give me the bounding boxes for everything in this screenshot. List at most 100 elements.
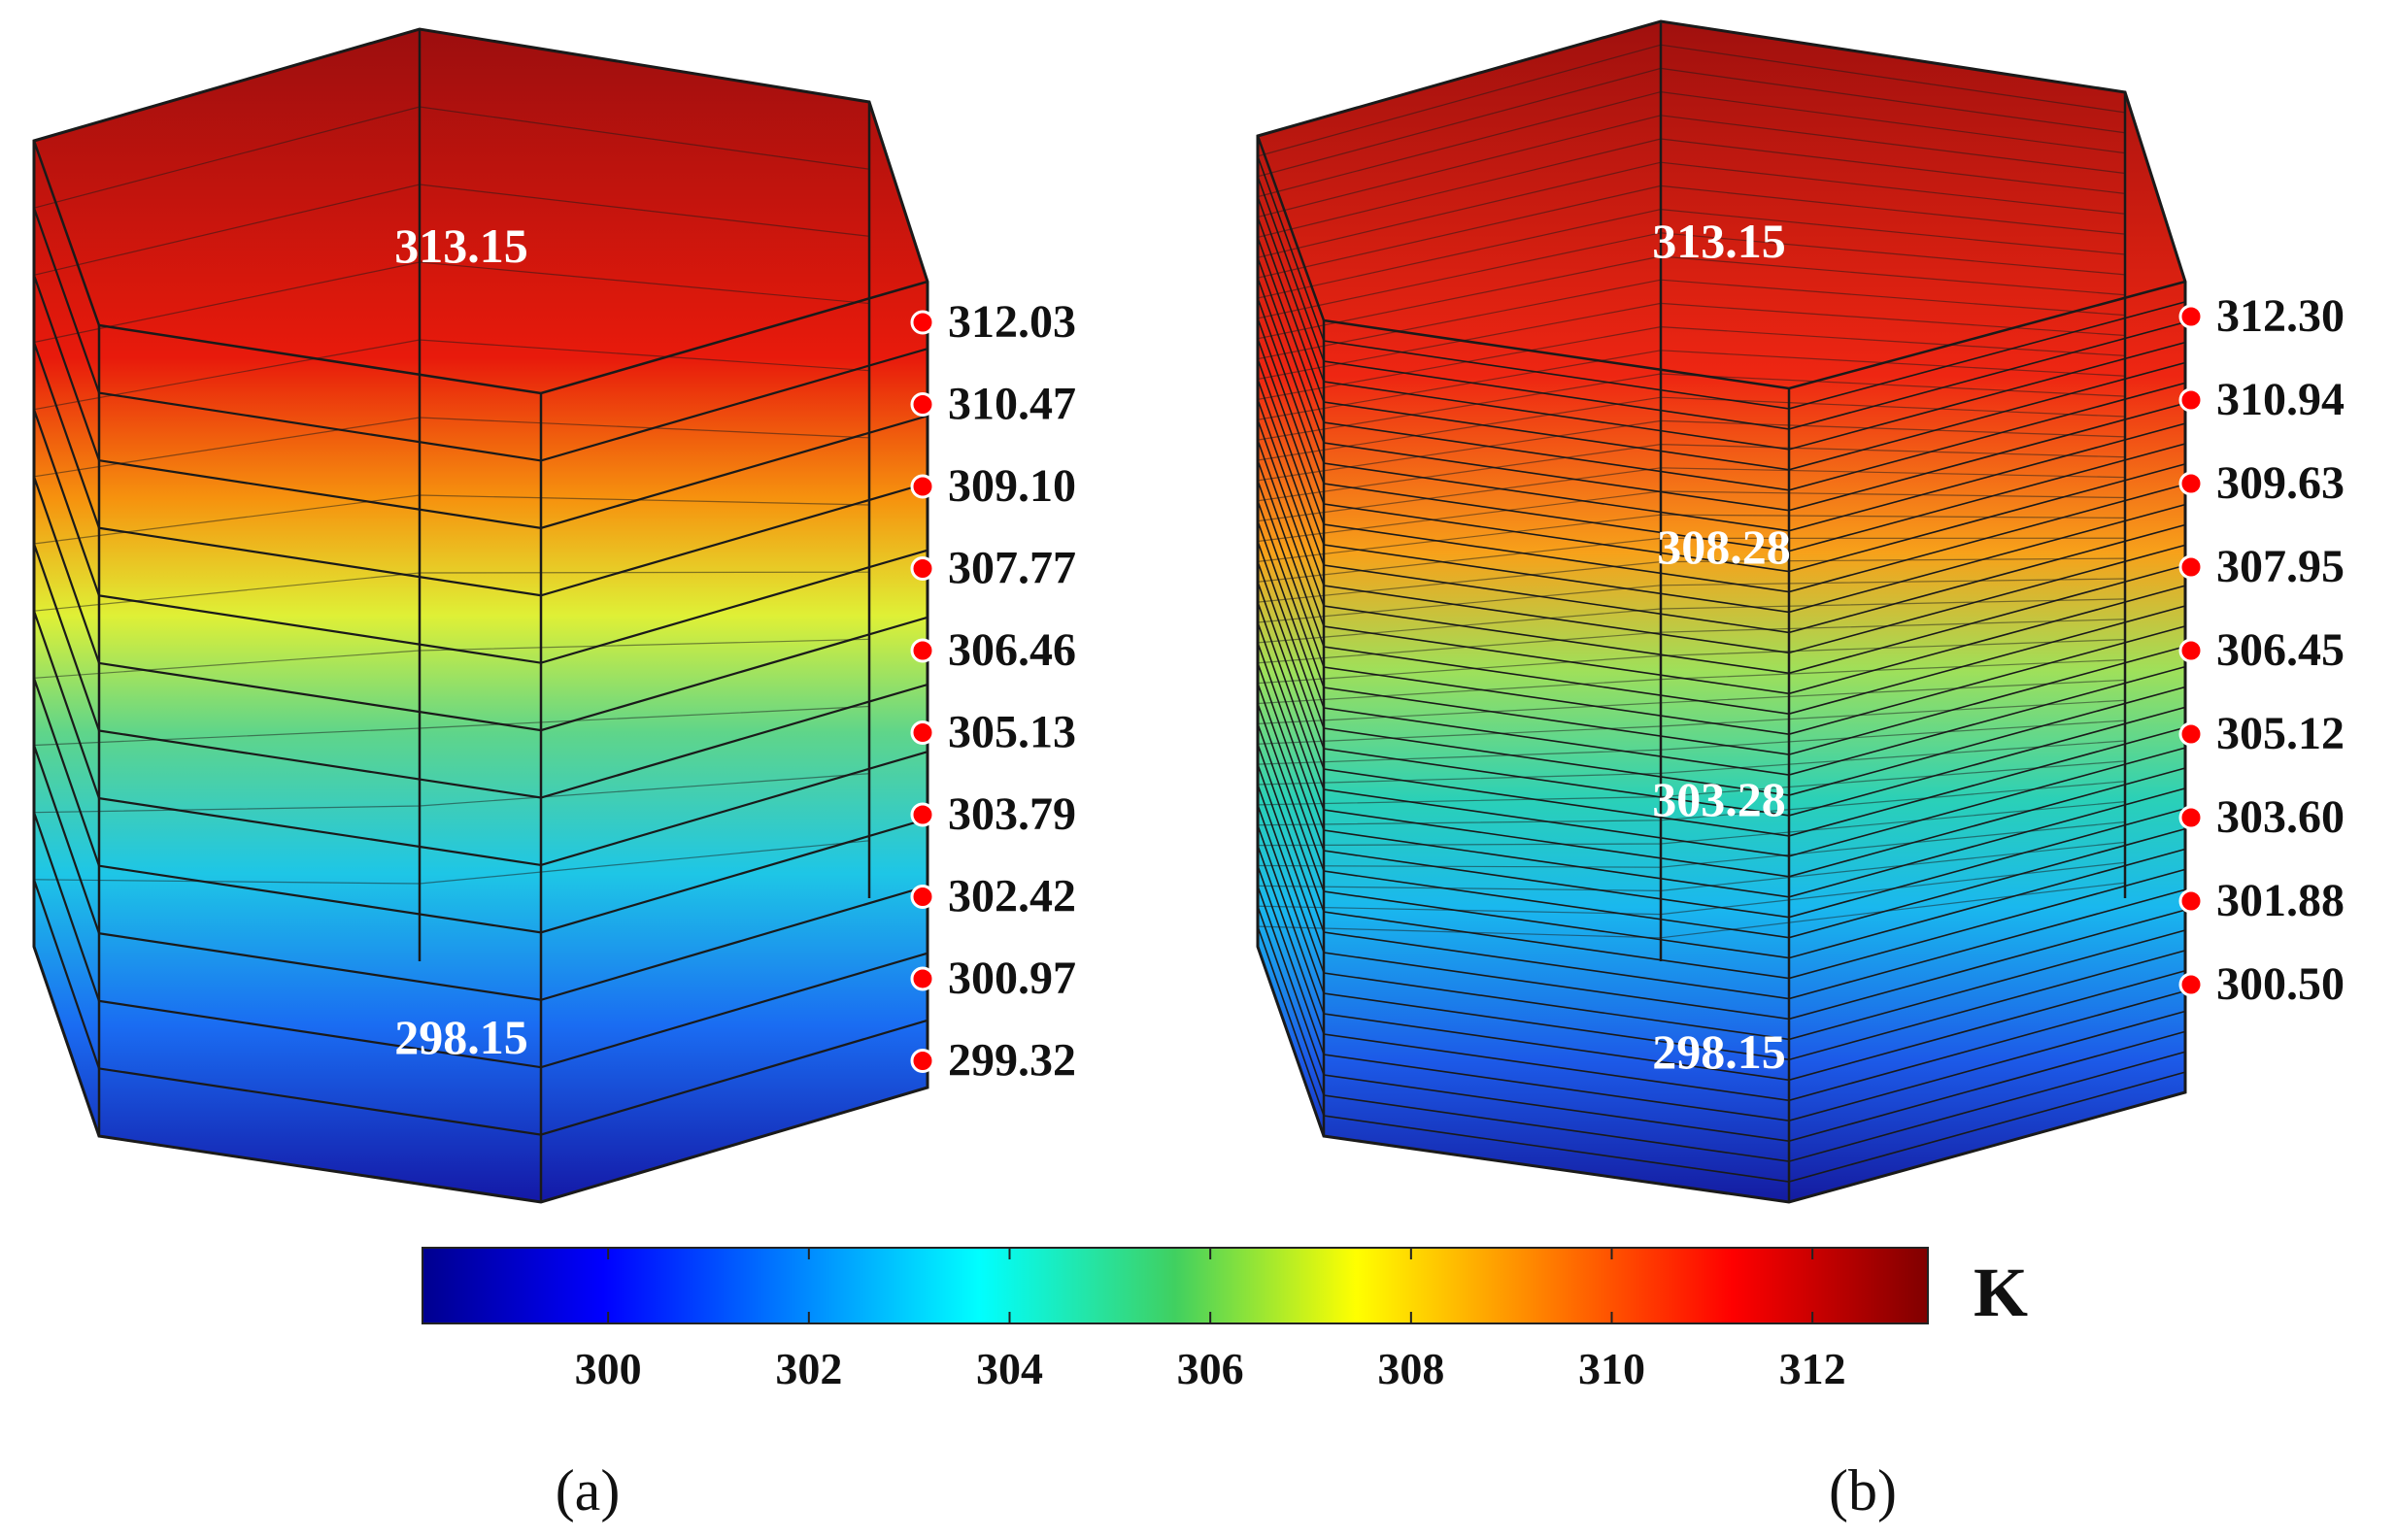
colorbar: 300 302 304 306 308 310 312 K <box>422 1247 2028 1393</box>
layer-line <box>1257 662 2186 919</box>
panel-a-probe-marker <box>910 392 935 417</box>
panel-b-probe-label: 305.12 <box>2216 708 2345 759</box>
layer-line <box>1257 277 2186 532</box>
layer-line <box>1257 784 2186 1041</box>
prism-b-edges <box>1256 21 2186 1202</box>
prism-b-body <box>1256 19 2187 1204</box>
layer-line <box>1257 581 2186 837</box>
layer-line <box>32 543 928 799</box>
panel-b-probe-marker <box>2178 721 2204 747</box>
colorbar-tick-label: 312 <box>1779 1344 1846 1393</box>
panel-b-caption: (b) <box>1829 1458 1897 1523</box>
prism-a-body <box>32 27 929 1204</box>
layer-line <box>1257 703 2186 959</box>
layer-line <box>1257 845 2186 1102</box>
panel-a-probe-label: 303.79 <box>948 788 1076 840</box>
panel-a-probe-label: 299.32 <box>948 1035 1076 1087</box>
layer-line <box>1257 541 2186 796</box>
layer-line <box>1257 723 2186 980</box>
layer-line <box>1257 601 2186 857</box>
panel-a-probe-marker <box>910 638 935 663</box>
layer-line <box>1257 886 2186 1142</box>
layer-line <box>1257 804 2186 1061</box>
panel-a-probe-marker <box>910 310 935 335</box>
layer-line <box>1257 256 2186 512</box>
layer-line <box>1257 621 2186 878</box>
panel-a-probe-label: 307.77 <box>948 543 1076 594</box>
panel-b-probe-marker <box>2178 554 2204 580</box>
panel-b-mid-label-2: 303.28 <box>1652 772 1786 826</box>
layer-line <box>1257 561 2186 817</box>
panel-a-probe-list: 312.03 310.47 309.10 307.77 306.46 305.13 303.… <box>910 296 1076 1087</box>
panel-b-probe-marker <box>2178 304 2204 329</box>
layer-line <box>32 207 928 462</box>
layer-line <box>32 745 928 1001</box>
panel-b-probe-marker <box>2178 387 2204 413</box>
panel-b-probe-label: 309.63 <box>2216 457 2345 509</box>
panel-a-top-label: 313.15 <box>394 218 528 273</box>
panel-a-probe-label: 306.46 <box>948 624 1076 676</box>
layer-line <box>32 610 928 867</box>
colorbar-unit: K <box>1974 1254 2028 1331</box>
layer-line <box>1257 318 2186 573</box>
panel-a-probe-label: 312.03 <box>948 296 1076 348</box>
layer-line <box>1257 824 2186 1082</box>
panel-a-probe-label: 300.97 <box>948 953 1076 1004</box>
panel-b-probe-marker <box>2178 638 2204 663</box>
panel-b-probe-marker <box>2178 888 2204 914</box>
panel-b-probe-label: 303.60 <box>2216 791 2345 843</box>
panel-b-probe-label: 312.30 <box>2216 290 2345 342</box>
panel-b-probe-marker <box>2178 471 2204 496</box>
layer-line <box>1257 237 2186 491</box>
layer-line <box>1257 520 2186 776</box>
panel-b-probe-list: 312.30 310.94 309.63 307.95 306.45 305.12 303.… <box>2178 290 2345 1010</box>
prism-a-layer-lines <box>32 106 928 1136</box>
colorbar-tick-label: 306 <box>1177 1344 1244 1393</box>
layer-line <box>1257 297 2186 552</box>
panel-a-probe-label: 310.47 <box>948 379 1076 430</box>
prism-b-layer-lines <box>1257 44 2186 1183</box>
layer-line <box>1257 379 2186 634</box>
panel-a-caption: (a) <box>556 1458 621 1523</box>
layer-line <box>1257 683 2186 939</box>
layer-line <box>1257 358 2186 614</box>
layer-line <box>32 879 928 1136</box>
layer-line <box>32 409 928 664</box>
layer-line <box>1257 905 2186 1162</box>
panel-b-mid-label-1: 308.28 <box>1657 519 1791 574</box>
colorbar-tick-label: 304 <box>976 1344 1043 1393</box>
layer-line <box>1257 418 2186 675</box>
panel-a-probe-marker <box>910 966 935 991</box>
colorbar-tick-label: 302 <box>775 1344 842 1393</box>
panel-b-probe-label: 300.50 <box>2216 958 2345 1010</box>
layer-line <box>1257 642 2186 898</box>
panel-a-probe-marker <box>910 556 935 581</box>
panel-a-probe-marker <box>910 474 935 499</box>
panel-b-probe-label: 306.45 <box>2216 624 2345 676</box>
panel-b-bottom-label: 298.15 <box>1652 1024 1786 1079</box>
colorbar-ticks: 300 302 304 306 308 310 312 <box>575 1248 1846 1393</box>
panel-b-prism: 313.15 308.28 303.28 298.15 312.30 310.94… <box>1256 19 2345 1523</box>
panel-b-probe-label: 307.95 <box>2216 541 2345 592</box>
panel-a-probe-label: 309.10 <box>948 460 1076 512</box>
panel-a-prism: 313.15 298.15 312.03 310.47 309.10 307.77 30… <box>32 27 1076 1523</box>
panel-a-probe-marker <box>910 720 935 745</box>
layer-line <box>1257 763 2186 1021</box>
colorbar-tick-label: 300 <box>575 1344 642 1393</box>
layer-line <box>1257 925 2186 1183</box>
layer-line <box>32 274 928 529</box>
layer-line <box>1257 480 2186 735</box>
prism-a-edges <box>32 29 928 1202</box>
panel-b-top-label: 313.15 <box>1652 214 1786 268</box>
prism-a-edge <box>32 140 928 395</box>
layer-line <box>32 476 928 732</box>
panel-a-probe-marker <box>910 885 935 909</box>
panel-a-probe-marker <box>910 802 935 827</box>
panel-a-probe-marker <box>910 1049 935 1073</box>
panel-b-probe-marker <box>2178 972 2204 997</box>
colorbar-tick-label: 308 <box>1377 1344 1444 1393</box>
colorbar-tick-label: 310 <box>1578 1344 1645 1393</box>
layer-line <box>1257 459 2186 716</box>
colorbar-gradient <box>422 1247 1929 1324</box>
